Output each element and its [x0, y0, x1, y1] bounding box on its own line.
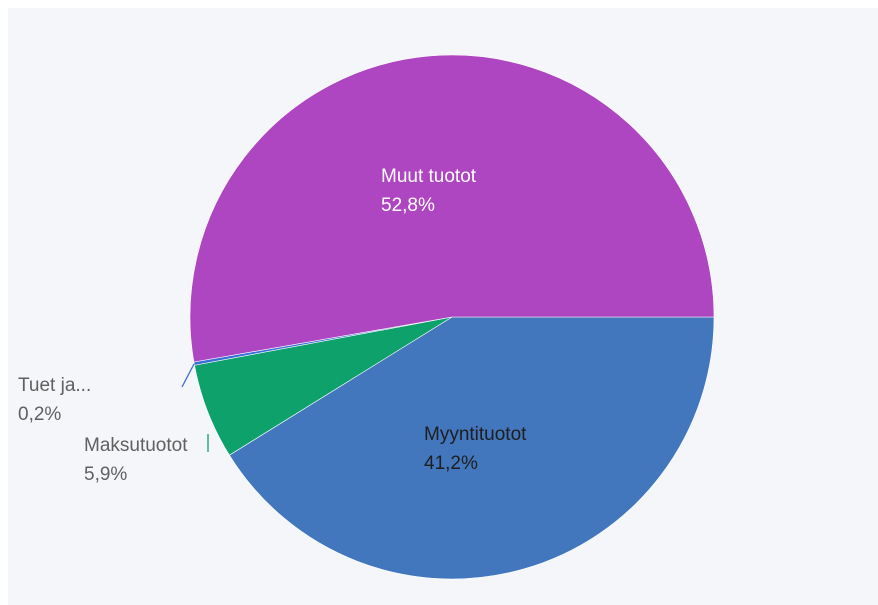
slice-muut-tuotot[interactable] — [189, 54, 715, 363]
leader-lines — [181, 363, 209, 452]
slice-label-tuet-ja: Tuet ja... — [18, 375, 91, 396]
slice-label-myyntituotot: Myyntituotot — [424, 424, 527, 445]
slice-value-myyntituotot: 41,2% — [424, 453, 478, 474]
slice-value-maksutuotot: 5,9% — [84, 464, 127, 485]
pie-slices — [189, 54, 715, 580]
slice-labels: Myyntituotot 41,2% Maksutuotot 5,9% Tuet ja.… — [18, 166, 527, 485]
leader-line-tuet-ja — [181, 363, 195, 388]
slice-value-muut-tuotot: 52,8% — [381, 195, 435, 216]
slice-label-muut-tuotot: Muut tuotot — [381, 166, 477, 187]
slice-label-maksutuotot: Maksutuotot — [84, 435, 188, 456]
slice-value-tuet-ja: 0,2% — [18, 404, 61, 425]
slice-myyntituotot[interactable] — [228, 316, 715, 580]
